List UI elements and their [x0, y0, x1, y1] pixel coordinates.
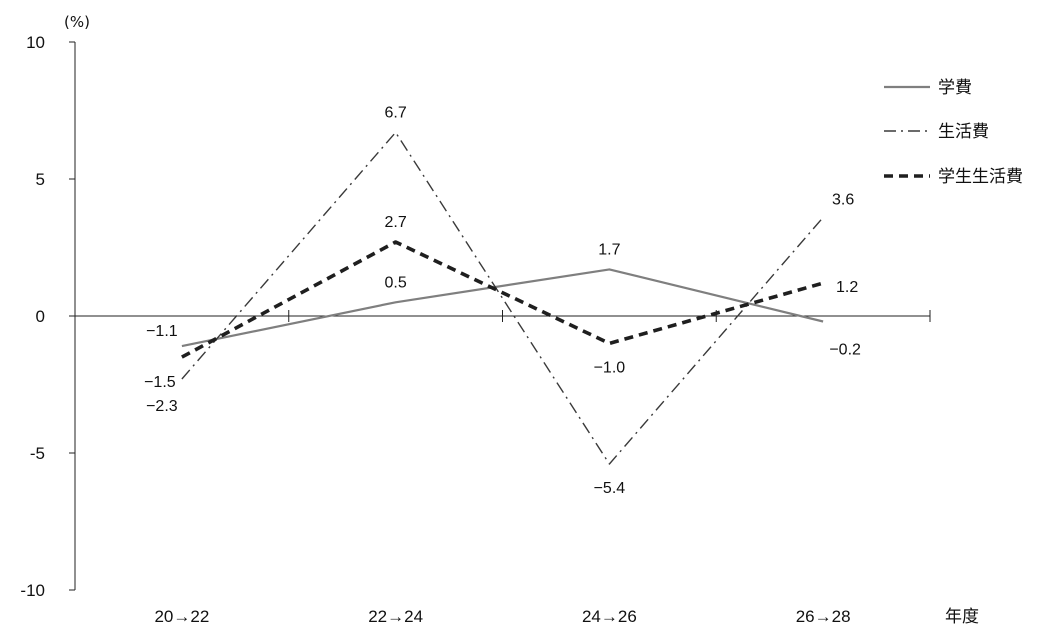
legend-label-3: 学生生活費 [938, 167, 1023, 187]
x-tick-label: 20→22 [154, 607, 209, 626]
x-tick-label: 26→28 [796, 607, 851, 626]
x-tick-label: 22→24 [368, 607, 423, 626]
data-label: −1.5 [144, 374, 176, 391]
x-tick-label: 24→26 [582, 607, 637, 626]
data-labels: −1.1 0.5 1.7 −0.2 −2.3 6.7 −5.4 3.6 −1.5 2.7 −1.0 1… [144, 104, 861, 497]
data-label: −5.4 [594, 480, 626, 497]
data-label: −1.1 [146, 323, 178, 340]
y-tick-label: 10 [26, 33, 45, 52]
y-axis-unit-label: (%) [64, 13, 90, 31]
data-label: 1.2 [836, 279, 858, 296]
data-label: −2.3 [146, 398, 178, 415]
y-tick-label: -5 [30, 444, 45, 463]
y-tick-label: 0 [36, 307, 45, 326]
y-tick-label: -10 [20, 581, 45, 600]
y-tick-label: 5 [36, 170, 45, 189]
data-label: 2.7 [385, 214, 407, 231]
axes: 10 5 0 -5 -10 20→22 22→24 24→26 26→28 [20, 33, 931, 626]
series-layer [181, 131, 824, 465]
data-label: 6.7 [385, 104, 407, 121]
legend-label-2: 生活費 [938, 122, 989, 142]
data-label: 0.5 [385, 274, 407, 291]
data-label: 1.7 [598, 241, 620, 258]
data-label: −0.2 [829, 341, 861, 358]
x-axis-title: 年度 [945, 607, 979, 626]
series-line-3 [181, 240, 824, 359]
series-line-1 [181, 268, 824, 348]
data-label: 3.6 [832, 191, 854, 208]
legend-label-1: 学費 [938, 78, 972, 98]
data-label: −1.0 [594, 359, 626, 376]
